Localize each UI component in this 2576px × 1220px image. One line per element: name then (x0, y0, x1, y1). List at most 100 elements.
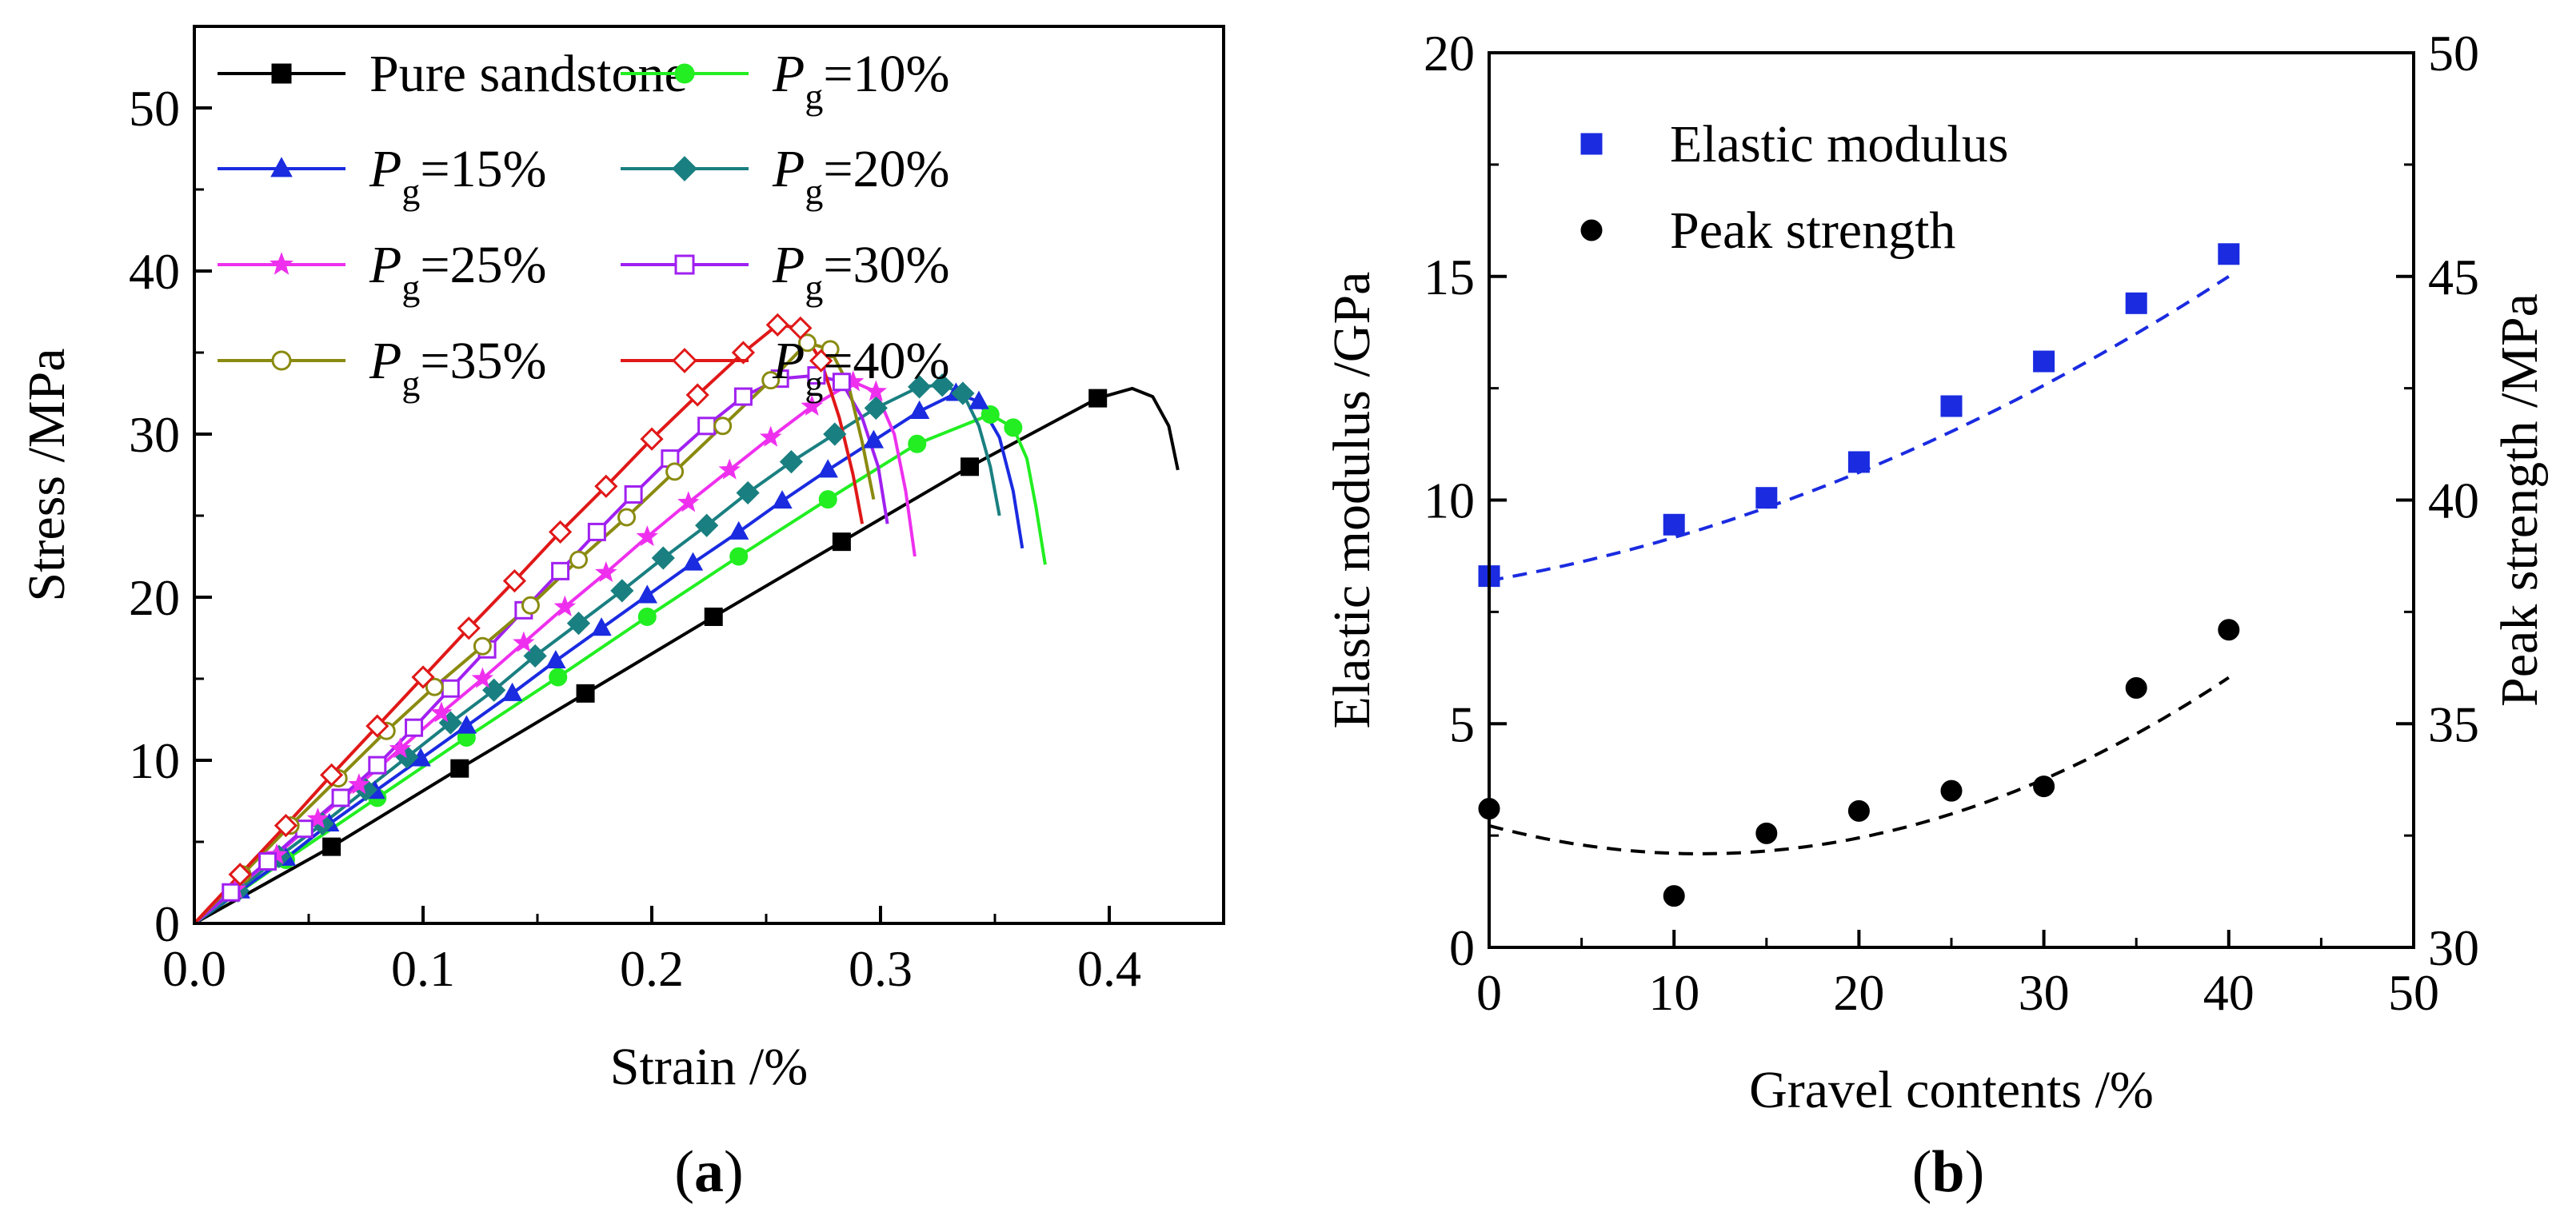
fit-line-1 (1488, 676, 2230, 855)
y-right-tick-label: 35 (2428, 696, 2479, 752)
data-point (685, 383, 709, 407)
data-point (930, 373, 954, 397)
legend-item-4: Pg=25% (218, 236, 547, 308)
series-line-1 (194, 413, 1047, 923)
data-point (729, 547, 749, 566)
legend-suffix: =25% (420, 236, 546, 294)
data-point (809, 349, 833, 373)
legend-subscript: g (401, 267, 420, 308)
data-point (695, 513, 719, 537)
data-point (821, 340, 840, 359)
x-tick-label: 20 (1833, 964, 1884, 1021)
data-point (545, 649, 566, 669)
legend-subscript: g (805, 363, 823, 404)
data-point (594, 474, 618, 498)
legend-suffix: =15% (420, 140, 546, 198)
data-point (441, 679, 460, 698)
data-point (864, 396, 888, 420)
legend-symbol: P (772, 140, 805, 198)
data-point (587, 522, 606, 541)
data-point (908, 434, 927, 453)
x-tick-label: 50 (2388, 964, 2439, 1021)
x-axis-label: Strain /% (610, 1038, 808, 1096)
data-point (306, 807, 329, 829)
legend-label: Pg=40% (772, 332, 950, 404)
data-point (368, 756, 387, 775)
data-point (501, 682, 523, 701)
data-point (502, 568, 527, 593)
legend-item-2: Pg=15% (218, 140, 547, 212)
legend-label: Peak strength (1670, 201, 1955, 260)
data-point (789, 316, 813, 341)
legend-swatch-marker (270, 252, 294, 275)
y-right-tick-label: 30 (2428, 919, 2479, 976)
data-point (1663, 513, 1685, 536)
data-point (274, 813, 298, 838)
data-point (704, 607, 723, 626)
data-point (553, 595, 577, 616)
data-point (779, 450, 804, 474)
panel-label-b: (b) (1912, 1139, 1984, 1205)
y-right-tick-label: 45 (2428, 249, 2479, 305)
data-point (591, 617, 612, 636)
data-point (951, 381, 975, 405)
data-point (961, 457, 980, 476)
data-point (832, 532, 851, 552)
data-point (665, 462, 685, 481)
fit-line-0 (1488, 275, 2230, 583)
y-tick-label: 40 (129, 243, 180, 300)
legend-label: Pg=20% (772, 140, 950, 212)
data-point (405, 718, 424, 737)
data-point (2033, 775, 2055, 798)
x-tick-label: 0.0 (162, 940, 226, 997)
data-point (319, 763, 344, 787)
data-point (637, 607, 657, 626)
data-point (595, 560, 617, 583)
series-line-2 (194, 392, 1024, 923)
y-right-tick-label: 50 (2428, 25, 2479, 82)
panel-label-a: (a) (674, 1139, 743, 1205)
data-point (549, 668, 568, 687)
data-point (1755, 487, 1778, 509)
data-point (772, 490, 793, 509)
chart-a: 0.0 0.1 0.2 0.3 0.4 0 10 20 30 40 50 Strain /% Stres… (18, 25, 1225, 1205)
data-point (907, 375, 932, 399)
data-point (817, 459, 838, 478)
legend-swatch-marker (674, 63, 695, 84)
legend-swatch-marker (672, 348, 697, 373)
data-point (425, 677, 444, 696)
data-point (1088, 389, 1108, 408)
legend-item-1: Peak strength (1580, 201, 1955, 260)
legend-subscript: g (805, 267, 823, 308)
data-point (682, 552, 704, 571)
data-point (760, 425, 782, 447)
legend-subscript: g (401, 363, 420, 404)
legend-label: Pg=35% (369, 332, 547, 404)
legend-label: Pg=30% (772, 236, 950, 308)
data-point (718, 458, 741, 480)
data-point (411, 665, 435, 689)
data-point (2218, 619, 2240, 641)
data-point (818, 490, 837, 509)
data-point (258, 851, 278, 871)
data-point (697, 417, 717, 436)
data-point (865, 380, 887, 401)
legend-swatch-marker (1580, 133, 1603, 155)
data-point (637, 584, 657, 604)
legend-subscript: g (401, 171, 420, 212)
data-point (1847, 799, 1870, 822)
data-point (365, 714, 389, 738)
data-point (456, 715, 477, 734)
data-point (765, 313, 789, 337)
y-left-tick-label: 5 (1449, 696, 1475, 752)
x-tick-label: 0 (1476, 964, 1502, 1021)
legend-item-0: Elastic modulus (1580, 115, 2008, 173)
data-point (651, 546, 675, 570)
legend-item-6: Pg=35% (218, 332, 547, 404)
chart-b: 0 10 20 30 40 50 0 5 10 15 20 30 35 40 45 50 Gravel cont… (1323, 25, 2549, 1205)
data-point (2125, 676, 2147, 699)
data-point (2033, 350, 2055, 373)
x-tick-label: 30 (2019, 964, 2070, 1021)
y-left-tick-label: 15 (1424, 249, 1475, 305)
x-tick-label: 0.2 (620, 940, 684, 997)
